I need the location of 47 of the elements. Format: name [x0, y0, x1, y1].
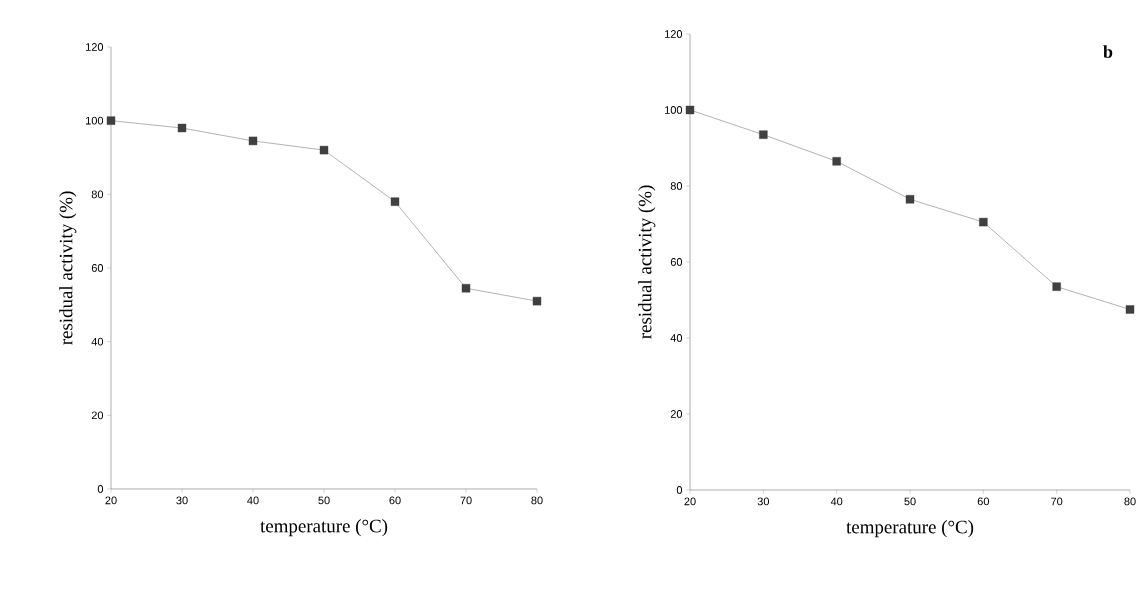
y-tick-label: 20: [91, 411, 104, 420]
point: [532, 296, 542, 306]
point: [106, 116, 116, 125]
y-tick-label: 80: [670, 182, 683, 190]
x-tick-label: 20: [105, 496, 117, 505]
point: [979, 217, 988, 227]
x-tick-label: 30: [757, 497, 769, 506]
chart-title: b: [1103, 45, 1113, 58]
x-tick-label: 30: [176, 496, 188, 505]
point: [177, 123, 187, 133]
point: [319, 145, 329, 155]
y-axis-title: residual activity (%): [638, 185, 656, 339]
y-tick-label: 0: [676, 486, 683, 494]
x-tick-label: 70: [460, 496, 472, 505]
y-tick-label: 80: [91, 190, 104, 199]
point: [832, 157, 841, 166]
y-axis-title: residual activity (%): [59, 191, 77, 345]
x-tick-label: 50: [904, 497, 916, 506]
x-tick-label: 80: [1124, 497, 1136, 506]
y-tick-label: 40: [91, 337, 104, 346]
y-tick-label: 120: [665, 30, 683, 38]
x-axis-title: temperature (°C): [260, 519, 388, 537]
point: [905, 195, 915, 204]
x-tick-label: 60: [389, 496, 401, 505]
y-tick-label: 0: [97, 485, 104, 493]
y-tick-label: 20: [670, 410, 683, 418]
y-tick-label: 40: [670, 334, 683, 342]
y-tick-label: 100: [665, 106, 683, 114]
point: [1052, 282, 1061, 291]
x-tick-label: 80: [531, 496, 543, 505]
point: [759, 130, 768, 139]
x-tick-label: 60: [977, 497, 989, 506]
x-tick-label: 40: [830, 497, 843, 506]
x-tick-label: 40: [247, 496, 259, 505]
point: [248, 136, 258, 146]
point: [685, 105, 695, 115]
y-tick-label: 100: [86, 116, 104, 125]
x-tick-label: 50: [318, 496, 330, 505]
y-tick-label: 120: [86, 43, 104, 51]
y-tick-label: 60: [670, 258, 683, 266]
point: [1125, 305, 1135, 314]
x-tick-label: 70: [1051, 497, 1063, 506]
y-tick-label: 60: [91, 264, 104, 272]
x-tick-label: 20: [684, 497, 696, 506]
point: [461, 284, 471, 293]
point: [390, 197, 400, 206]
x-axis-title: temperature (°C): [846, 520, 974, 538]
